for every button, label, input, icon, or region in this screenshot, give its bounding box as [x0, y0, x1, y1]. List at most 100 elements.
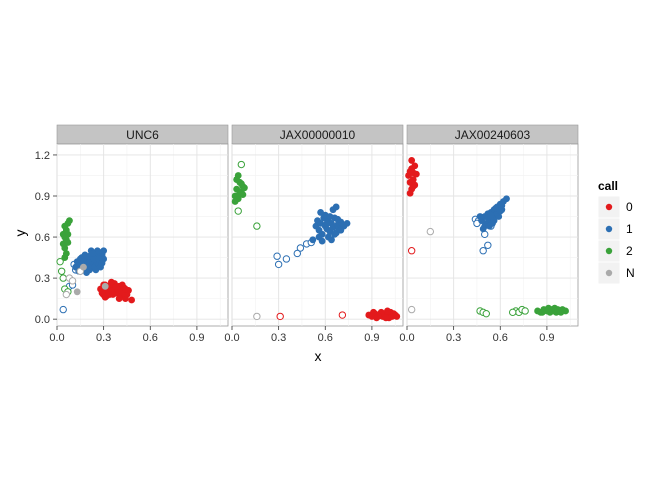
- legend-swatch: [605, 247, 613, 255]
- data-point: [374, 313, 382, 320]
- data-point: [83, 269, 90, 277]
- data-point-hollow: [521, 307, 529, 315]
- data-point: [128, 296, 136, 304]
- data-point: [393, 313, 401, 320]
- data-point: [496, 207, 504, 215]
- legend-label: N: [626, 266, 635, 280]
- legend-group: 0 1 2 N: [597, 195, 635, 285]
- data-point-hollow: [426, 227, 435, 236]
- panel-title: JAX00240603: [455, 128, 531, 142]
- data-point: [334, 215, 342, 223]
- data-point: [411, 162, 419, 170]
- legend-swatch: [605, 269, 613, 277]
- y-axis-title: y: [12, 230, 28, 237]
- x-tick-label: 0.6: [143, 332, 158, 344]
- data-point: [489, 219, 496, 227]
- panel-1: JAX00000010 0.0 0.3 0.6 0.9: [224, 124, 404, 344]
- data-point: [412, 170, 420, 178]
- data-point-hollow: [273, 252, 281, 260]
- data-point-hollow: [59, 274, 67, 282]
- data-point: [476, 213, 484, 220]
- data-point: [315, 233, 323, 241]
- data-point: [409, 176, 417, 183]
- data-point: [59, 230, 67, 238]
- x-tick-label: 0.3: [271, 332, 286, 344]
- x-tick-label: 0.3: [446, 332, 461, 344]
- data-point: [61, 244, 69, 252]
- data-point: [237, 180, 245, 188]
- panels-group: UNC6 0.0 0.3 0.6 0.9 0.0 0.3 0.6 0.9 1.2 JAX000000…: [35, 124, 579, 344]
- data-point-hollow: [407, 305, 416, 314]
- data-point-hollow: [57, 267, 66, 275]
- data-point: [98, 259, 106, 267]
- data-point: [84, 263, 92, 271]
- data-point: [479, 225, 487, 233]
- data-point: [61, 222, 69, 230]
- data-point: [487, 211, 495, 219]
- panel-background: [406, 143, 579, 327]
- data-point: [545, 304, 552, 312]
- x-tick-label: 0.0: [49, 332, 64, 344]
- data-point-hollow: [509, 308, 517, 317]
- x-tick-label: 0.9: [539, 332, 554, 344]
- data-point: [343, 219, 351, 227]
- data-point: [326, 213, 334, 220]
- data-point: [409, 183, 417, 190]
- y-tick-label: 0.9: [35, 191, 50, 203]
- y-tick-label: 0.3: [35, 273, 50, 285]
- data-point: [239, 191, 247, 199]
- data-point-hollow: [282, 255, 291, 263]
- data-point: [80, 258, 87, 266]
- data-point: [234, 172, 242, 179]
- data-point: [557, 308, 565, 316]
- data-point: [370, 308, 377, 316]
- data-point: [115, 295, 123, 303]
- data-point: [331, 230, 338, 238]
- data-point: [309, 236, 317, 244]
- data-point: [101, 293, 109, 301]
- x-tick-label: 0.6: [493, 332, 508, 344]
- data-point: [329, 206, 337, 214]
- data-point: [100, 247, 108, 255]
- data-point-hollow: [407, 247, 416, 255]
- x-tick-label: 0.0: [399, 332, 414, 344]
- panel-title: JAX00000010: [280, 128, 356, 142]
- panel-2: JAX00240603 0.0 0.3 0.6 0.9: [399, 124, 579, 344]
- data-point-hollow: [56, 257, 64, 266]
- data-point: [101, 282, 109, 290]
- data-point: [406, 189, 414, 197]
- legend-title: call: [598, 179, 618, 193]
- x-tick-label: 0.3: [96, 332, 111, 344]
- legend-label: 0: [626, 200, 633, 214]
- data-point-hollow: [62, 290, 71, 299]
- panel-background: [56, 143, 229, 327]
- data-point: [66, 217, 73, 225]
- legend-label: 2: [626, 244, 633, 258]
- data-point-hollow: [253, 222, 261, 230]
- data-point: [408, 157, 416, 164]
- y-tick-label: 0.6: [35, 232, 50, 244]
- data-point: [122, 285, 129, 293]
- data-point-hollow: [59, 305, 67, 314]
- data-point-hollow: [234, 207, 242, 215]
- data-point: [108, 278, 115, 286]
- data-point: [384, 307, 391, 315]
- legend-swatch: [605, 203, 613, 211]
- data-point: [90, 255, 98, 263]
- data-point-hollow: [296, 244, 305, 252]
- data-point: [89, 250, 97, 257]
- data-point-hollow: [237, 160, 246, 169]
- data-point: [317, 209, 325, 216]
- data-point-hollow: [68, 277, 77, 285]
- data-point: [64, 230, 72, 238]
- data-point: [64, 239, 72, 246]
- data-point: [323, 219, 331, 227]
- x-tick-label: 0.9: [189, 332, 204, 344]
- data-point: [73, 262, 81, 270]
- data-point-hollow: [274, 260, 283, 269]
- x-tick-label: 0.0: [224, 332, 239, 344]
- data-point: [73, 288, 81, 296]
- y-tick-label: 1.2: [35, 150, 50, 162]
- data-point-hollow: [479, 247, 487, 255]
